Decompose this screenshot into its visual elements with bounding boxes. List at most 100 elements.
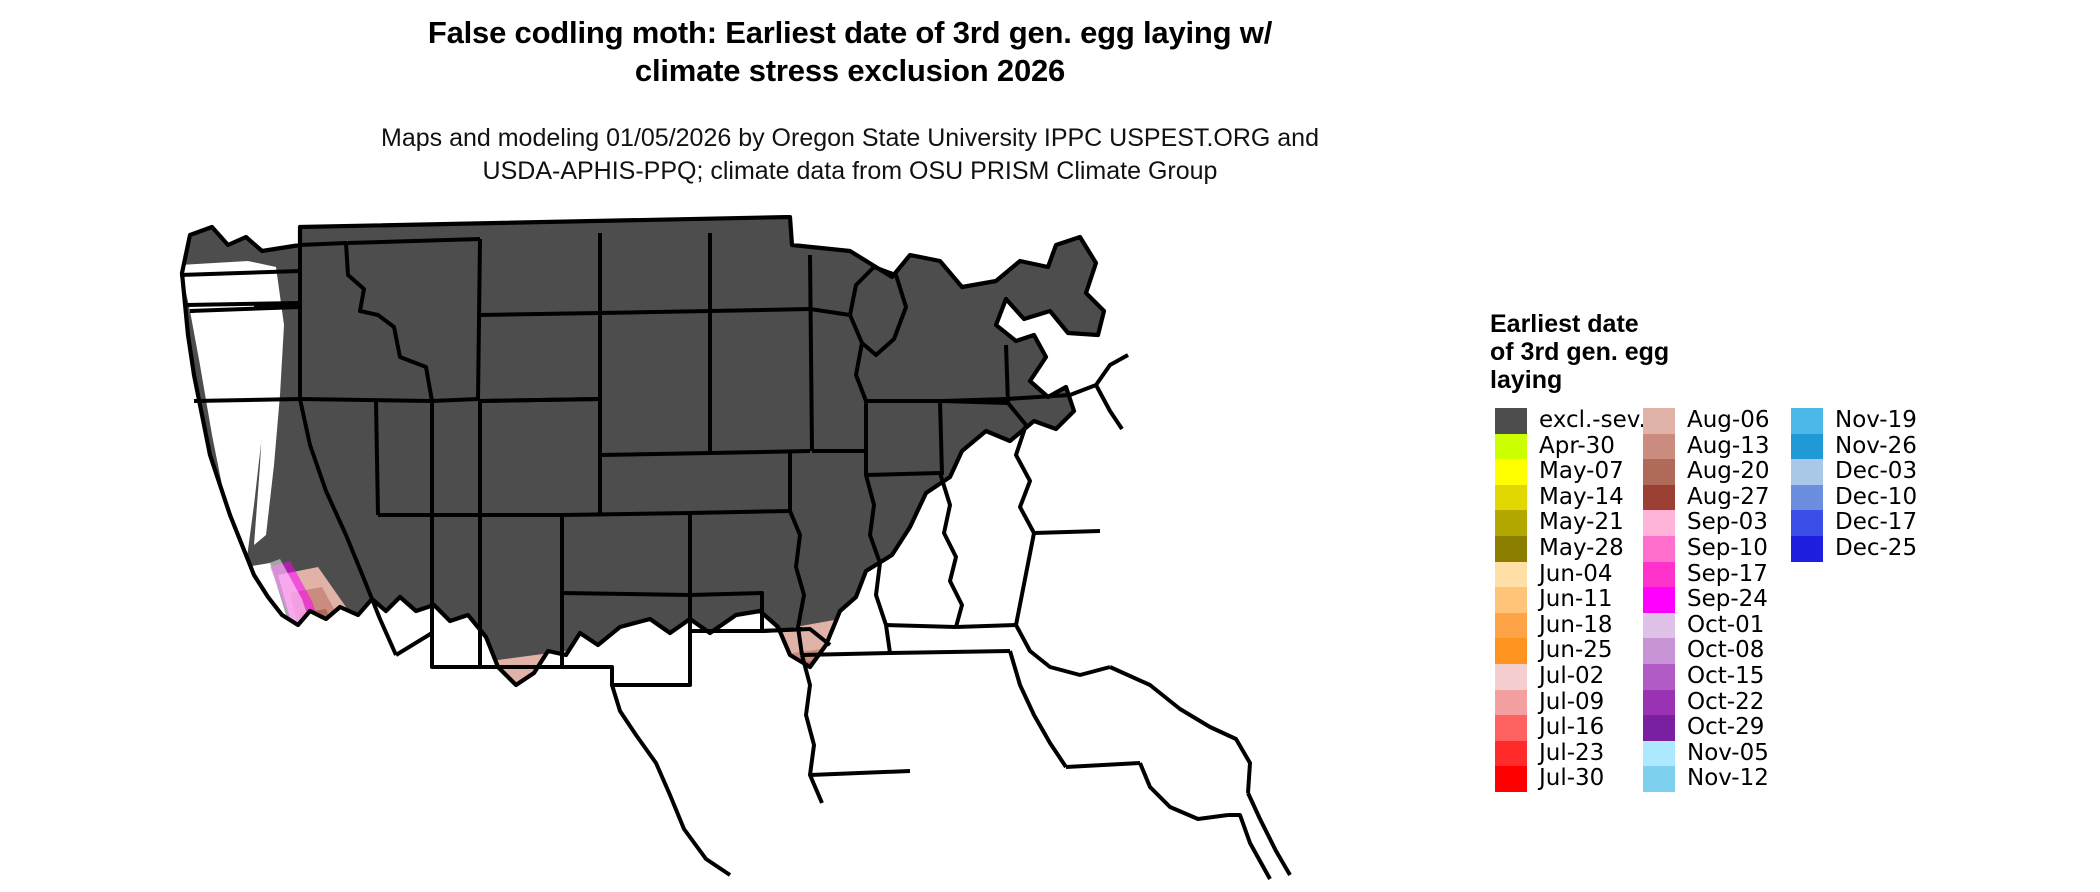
legend-swatch — [1791, 459, 1823, 485]
legend-column-2: Aug-06 Aug-13 Aug-20 Aug-27 Sep-03 Sep-10 Sep-… — [1643, 407, 1783, 792]
legend-label: Jul-30 — [1539, 765, 1605, 792]
legend-row: Oct-01 — [1643, 611, 1783, 639]
legend-swatch — [1495, 766, 1527, 792]
legend-swatch — [1643, 638, 1675, 664]
legend-label: Aug-27 — [1687, 483, 1770, 510]
legend-row: Jul-30 — [1495, 766, 1635, 792]
legend-swatch — [1643, 587, 1675, 613]
us-choropleth-map — [150, 215, 1480, 880]
subtitle-line-2: USDA-APHIS-PPQ; climate data from OSU PR… — [482, 157, 1218, 185]
legend-swatch — [1495, 484, 1527, 511]
legend-row: May-28 — [1495, 534, 1635, 562]
legend-row: Apr-30 — [1495, 432, 1635, 460]
legend-title: Earliest date of 3rd gen. egg laying — [1490, 310, 1700, 394]
legend-swatch — [1643, 663, 1675, 690]
legend-row: May-07 — [1495, 459, 1635, 485]
legend-label: Dec-17 — [1835, 509, 1918, 536]
band-none-pnw-inland — [248, 261, 284, 545]
legend-row: Jul-23 — [1495, 740, 1635, 767]
legend-label: May-07 — [1539, 458, 1624, 485]
legend-swatch — [1643, 715, 1675, 741]
map-legend: Earliest date of 3rd gen. egg laying exc… — [1490, 310, 2090, 792]
legend-row: Jun-11 — [1495, 587, 1635, 613]
legend-row: Nov-12 — [1643, 766, 1783, 792]
legend-swatch — [1495, 408, 1527, 434]
legend-title-line-3: laying — [1490, 366, 1563, 394]
legend-label: Sep-17 — [1687, 560, 1768, 587]
subtitle-line-1: Maps and modeling 01/05/2026 by Oregon S… — [381, 124, 1319, 152]
legend-swatch — [1643, 612, 1675, 639]
legend-label: Nov-12 — [1687, 765, 1769, 792]
legend-row: Sep-10 — [1643, 534, 1783, 562]
legend-row: Nov-26 — [1791, 433, 1951, 460]
legend-swatch — [1643, 535, 1675, 562]
legend-swatch — [1495, 459, 1527, 485]
legend-swatch — [1791, 484, 1823, 511]
legend-row: Oct-22 — [1643, 688, 1783, 716]
title-line-1: False codling moth: Earliest date of 3rd… — [427, 15, 1273, 50]
legend-row: Oct-29 — [1643, 715, 1783, 741]
legend-label: Apr-30 — [1539, 432, 1615, 459]
legend-row: Aug-27 — [1643, 483, 1783, 511]
legend-row: Aug-13 — [1643, 433, 1783, 460]
legend-title-line-2: of 3rd gen. egg — [1490, 338, 1670, 366]
legend-label: Sep-24 — [1687, 586, 1768, 613]
legend-swatch — [1495, 612, 1527, 639]
state-internal-borders — [179, 233, 1292, 880]
legend-row: Nov-05 — [1643, 739, 1783, 767]
legend-swatch — [1791, 408, 1823, 434]
legend-label: Aug-06 — [1687, 407, 1770, 433]
legend-row: May-14 — [1495, 484, 1635, 511]
legend-label: Jun-11 — [1539, 586, 1613, 613]
legend-row: Oct-08 — [1643, 638, 1783, 664]
legend-row: May-21 — [1495, 510, 1635, 536]
legend-swatch — [1495, 535, 1527, 562]
legend-swatch — [1495, 638, 1527, 664]
legend-row: Jul-09 — [1495, 688, 1635, 716]
legend-label: Dec-10 — [1835, 483, 1918, 510]
legend-label: Dec-25 — [1835, 534, 1918, 561]
legend-label: Jun-04 — [1539, 560, 1613, 587]
legend-swatch — [1495, 689, 1527, 716]
legend-label: Jun-25 — [1539, 637, 1613, 664]
legend-row: Jun-04 — [1495, 560, 1635, 588]
legend-label: Jul-09 — [1539, 688, 1605, 715]
legend-label: Dec-03 — [1835, 458, 1918, 485]
legend-label: Aug-20 — [1687, 458, 1770, 485]
legend-row: Sep-03 — [1643, 510, 1783, 536]
legend-swatch — [1643, 689, 1675, 716]
legend-label: May-21 — [1539, 509, 1624, 536]
legend-label: Oct-01 — [1687, 611, 1765, 638]
legend-label: Jun-18 — [1539, 611, 1613, 638]
legend-row: Dec-10 — [1791, 483, 1951, 511]
legend-swatch — [1643, 433, 1675, 460]
legend-label: May-28 — [1539, 534, 1624, 561]
legend-label: Oct-22 — [1687, 688, 1765, 715]
legend-label: Oct-08 — [1687, 637, 1765, 664]
legend-row: Jul-02 — [1495, 663, 1635, 690]
legend-swatch — [1643, 484, 1675, 511]
legend-row: Jun-25 — [1495, 638, 1635, 664]
legend-column-3: Nov-19 Nov-26 Dec-03 Dec-10 Dec-17 Dec-25 — [1791, 407, 1951, 562]
legend-row: Jul-16 — [1495, 715, 1635, 741]
legend-swatch — [1495, 433, 1527, 460]
legend-row: Aug-06 — [1643, 407, 1783, 434]
legend-label: Nov-05 — [1687, 739, 1769, 766]
legend-label: Sep-10 — [1687, 534, 1768, 561]
legend-row: Dec-03 — [1791, 459, 1951, 485]
legend-row: Jun-18 — [1495, 611, 1635, 639]
legend-row: Oct-15 — [1643, 662, 1783, 690]
legend-row: excl.-sev. — [1495, 407, 1646, 434]
title-line-2: climate stress exclusion 2026 — [634, 53, 1066, 88]
legend-columns: excl.-sev. Apr-30 May-07 May-14 May-21 May-28… — [1495, 407, 1959, 792]
legend-label: Oct-15 — [1687, 662, 1765, 689]
legend-swatch — [1495, 740, 1527, 767]
legend-swatch — [1643, 561, 1675, 588]
legend-swatch — [1495, 561, 1527, 588]
legend-swatch — [1791, 433, 1823, 460]
legend-swatch — [1495, 510, 1527, 536]
legend-swatch — [1791, 535, 1823, 562]
legend-swatch — [1495, 587, 1527, 613]
legend-swatch — [1495, 663, 1527, 690]
